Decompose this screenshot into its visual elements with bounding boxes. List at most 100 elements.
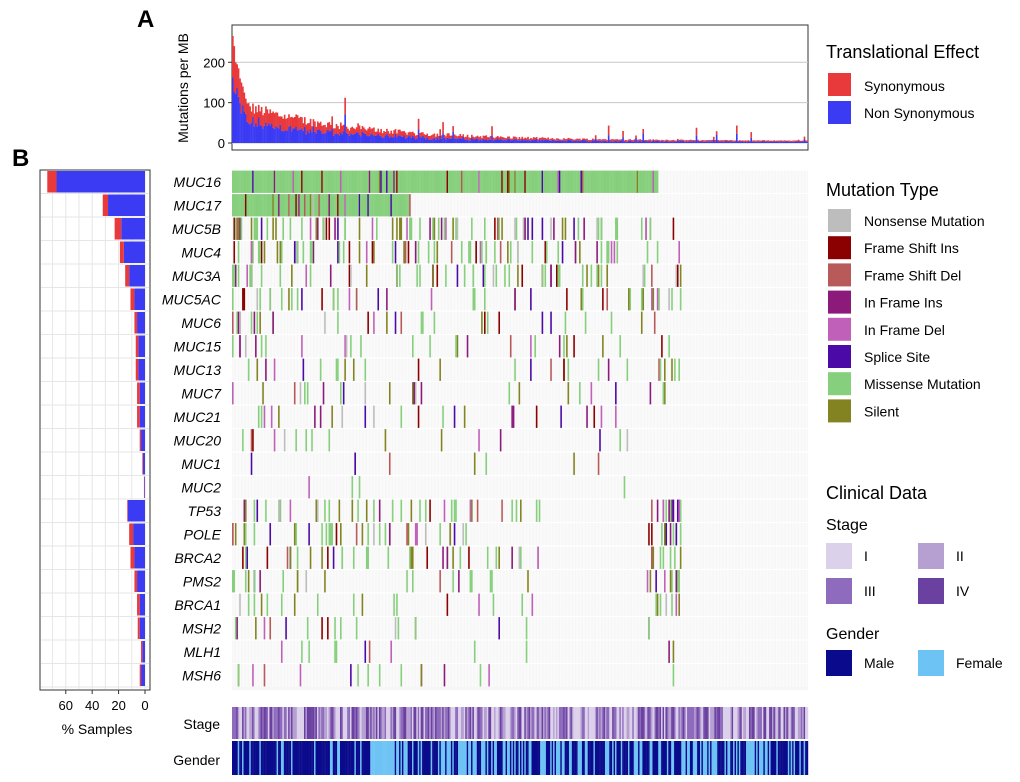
gender-cell — [472, 741, 475, 775]
oncoprint-cell — [656, 499, 659, 522]
legend-swatch-stage-i — [826, 543, 852, 569]
burden-bar-non-synonymous — [747, 141, 750, 143]
burden-bar-non-synonymous — [556, 140, 558, 143]
burden-bar-synonymous — [394, 129, 397, 134]
oncoprint-cell — [563, 358, 565, 381]
oncoprint-cell — [499, 241, 502, 264]
gender-cell — [599, 741, 601, 775]
oncoprint-cell — [449, 170, 452, 193]
burden-bar-synonymous — [676, 138, 679, 141]
stage-cell — [672, 707, 675, 739]
burden-bar-synonymous — [619, 139, 621, 141]
oncoprint-cell — [471, 570, 473, 593]
burden-bar-synonymous — [263, 112, 266, 126]
oncoprint-cell — [628, 170, 630, 193]
gender-cell — [458, 741, 460, 775]
stage-cell — [450, 707, 453, 739]
burden-bar-synonymous — [360, 129, 362, 137]
burden-bar-synonymous — [436, 133, 439, 138]
burden-bar-synonymous — [502, 137, 505, 141]
burden-bar-non-synonymous — [484, 139, 486, 143]
burden-bar-synonymous — [640, 140, 643, 142]
gender-cell — [558, 741, 561, 775]
oncoprint-cell — [520, 499, 522, 522]
burden-bar-non-synonymous — [360, 136, 362, 143]
gender-cell — [306, 741, 309, 775]
burden-bar-synonymous — [239, 78, 241, 104]
burden-bar-non-synonymous — [692, 141, 695, 143]
stage-cell — [514, 707, 516, 739]
stage-cell — [273, 707, 276, 739]
gender-cell — [337, 741, 339, 775]
burden-bar-synonymous — [547, 137, 549, 140]
burden-bar-synonymous — [237, 68, 240, 97]
burden-bar-synonymous — [704, 140, 706, 142]
oncoprint-cell — [259, 241, 261, 264]
gender-cell — [427, 741, 430, 775]
oncoprint-cell — [556, 170, 558, 193]
oncoprint-cell — [360, 335, 362, 358]
legend-swatch-female — [918, 650, 944, 676]
oncoprint-cell — [404, 170, 407, 193]
legend-swatch-stage-iii — [826, 578, 852, 604]
oncoprint-cell — [246, 264, 248, 287]
oncoprint-cell — [495, 546, 498, 569]
burden-bar-non-synonymous — [656, 140, 659, 143]
gender-cell — [609, 741, 611, 775]
burden-bar-non-synonymous — [237, 96, 240, 143]
stage-cell — [499, 707, 502, 739]
burden-bar-synonymous — [679, 139, 682, 141]
gene-label: BRCA1 — [174, 597, 221, 613]
gender-cell — [672, 741, 675, 775]
gender-cell — [329, 741, 332, 775]
gender-cell — [651, 741, 653, 775]
oncoprint-cell — [321, 170, 323, 193]
oncoprint-cell — [442, 405, 444, 428]
oncoprint-cell — [321, 288, 323, 311]
oncoprint-cell — [573, 452, 575, 475]
stage-cell — [256, 707, 259, 739]
burden-bar-synonymous — [341, 125, 344, 135]
burden-bar-non-synonymous — [340, 132, 342, 143]
oncoprint-cell — [544, 170, 547, 193]
oncoprint-cell — [295, 170, 297, 193]
burden-bar-synonymous — [625, 140, 627, 142]
oncoprint-cell — [302, 241, 305, 264]
gender-cell — [805, 741, 807, 775]
burden-bar-non-synonymous — [689, 141, 692, 143]
oncoprint-cell — [468, 546, 470, 569]
oncoprint-cell — [268, 194, 270, 217]
burden-bar-non-synonymous — [652, 140, 655, 143]
oncoprint-cell — [478, 170, 480, 193]
gender-cell — [656, 741, 659, 775]
stage-cell — [409, 707, 411, 739]
legend-swatch-mutation-type — [828, 209, 851, 232]
stage-cell — [725, 707, 728, 739]
stage-cell — [613, 707, 616, 739]
oncoprint-cell — [672, 640, 675, 663]
gender-cell — [674, 741, 676, 775]
oncoprint-cell — [604, 170, 607, 193]
oncoprint-cell — [558, 264, 561, 287]
stage-cell — [319, 707, 322, 739]
oncoprint-cell — [252, 241, 254, 264]
oncoprint-cell — [439, 523, 441, 546]
oncoprint-cell — [348, 288, 351, 311]
oncoprint-cell — [278, 405, 280, 428]
burden-bar-synonymous — [593, 139, 596, 142]
burden-bar-non-synonymous — [302, 130, 305, 143]
burden-bar-non-synonymous — [306, 130, 309, 143]
stage-cell — [442, 707, 444, 739]
burden-bar-synonymous — [308, 123, 310, 133]
oncoprint-cell — [340, 194, 342, 217]
oncoprint-cell — [399, 217, 401, 240]
stage-cell — [702, 707, 705, 739]
gender-cell — [378, 741, 381, 775]
oncoprint-cell — [253, 570, 256, 593]
oncoprint-cell — [494, 241, 496, 264]
oncoprint-cell — [414, 523, 417, 546]
percent-bar-non-synonymous — [139, 406, 145, 428]
oncoprint-cell — [393, 170, 395, 193]
stage-cell — [619, 707, 621, 739]
oncoprint-cell — [655, 593, 657, 616]
